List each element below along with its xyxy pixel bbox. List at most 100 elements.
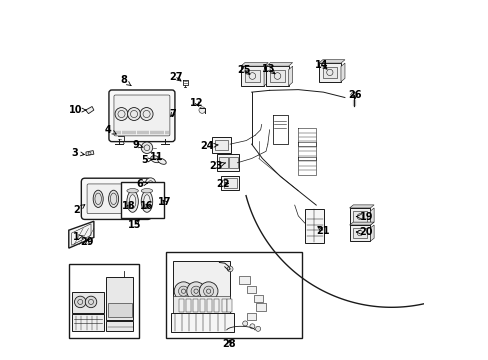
Text: 29: 29: [81, 237, 94, 247]
Text: 4: 4: [104, 125, 116, 135]
Text: 26: 26: [347, 90, 361, 100]
Ellipse shape: [141, 191, 152, 212]
Text: 15: 15: [128, 220, 142, 230]
FancyBboxPatch shape: [72, 314, 104, 331]
FancyBboxPatch shape: [114, 95, 169, 136]
Bar: [227, 299, 232, 312]
Bar: [172, 296, 230, 314]
Ellipse shape: [108, 190, 119, 207]
Text: 17: 17: [158, 197, 171, 207]
Bar: [214, 299, 219, 312]
FancyBboxPatch shape: [349, 225, 369, 241]
Circle shape: [249, 324, 254, 329]
Ellipse shape: [141, 189, 152, 193]
Bar: [352, 228, 366, 238]
FancyBboxPatch shape: [318, 63, 340, 82]
Bar: [165, 252, 301, 338]
Text: 27: 27: [168, 72, 182, 82]
Circle shape: [145, 178, 155, 188]
Text: 16: 16: [140, 201, 153, 211]
Bar: [304, 209, 324, 243]
Circle shape: [140, 108, 153, 121]
Bar: [247, 313, 256, 320]
Bar: [228, 157, 237, 168]
Ellipse shape: [126, 191, 138, 212]
Ellipse shape: [158, 158, 166, 164]
Circle shape: [141, 142, 152, 153]
Polygon shape: [340, 63, 344, 82]
Text: 19: 19: [356, 212, 372, 221]
Ellipse shape: [143, 195, 150, 208]
Circle shape: [85, 296, 97, 308]
Circle shape: [115, 108, 128, 121]
Circle shape: [203, 286, 213, 296]
Ellipse shape: [93, 190, 103, 207]
Polygon shape: [69, 221, 94, 248]
Bar: [221, 299, 226, 312]
Bar: [255, 303, 265, 311]
Bar: [69, 264, 139, 338]
Bar: [200, 299, 204, 312]
Circle shape: [242, 321, 247, 326]
Text: 6: 6: [136, 179, 147, 189]
Circle shape: [74, 296, 86, 308]
FancyBboxPatch shape: [81, 178, 151, 220]
Bar: [247, 286, 256, 293]
Bar: [244, 70, 260, 82]
Polygon shape: [266, 63, 292, 66]
Text: 14: 14: [314, 59, 327, 69]
FancyBboxPatch shape: [240, 66, 264, 86]
FancyBboxPatch shape: [87, 184, 145, 214]
Bar: [270, 70, 284, 82]
Circle shape: [255, 326, 260, 331]
Polygon shape: [86, 150, 94, 156]
Bar: [214, 140, 227, 150]
Text: 10: 10: [69, 105, 86, 115]
Polygon shape: [350, 92, 357, 97]
Polygon shape: [318, 60, 344, 63]
Bar: [219, 157, 227, 168]
Bar: [322, 67, 336, 78]
Text: 12: 12: [190, 98, 203, 108]
Bar: [107, 303, 132, 317]
Bar: [221, 176, 239, 190]
FancyBboxPatch shape: [349, 208, 369, 225]
Text: 11: 11: [150, 152, 163, 162]
Text: 8: 8: [120, 75, 131, 86]
Bar: [185, 299, 190, 312]
Circle shape: [199, 282, 218, 301]
Text: 23: 23: [209, 161, 225, 171]
Text: 9: 9: [132, 140, 143, 150]
Text: 24: 24: [200, 141, 218, 151]
Text: 20: 20: [356, 227, 372, 237]
Text: 5: 5: [141, 155, 152, 165]
Text: 1: 1: [72, 232, 83, 242]
FancyBboxPatch shape: [266, 66, 288, 86]
Bar: [254, 295, 263, 302]
Circle shape: [174, 282, 192, 301]
Bar: [352, 211, 366, 222]
Ellipse shape: [126, 189, 138, 193]
Ellipse shape: [150, 156, 160, 163]
Circle shape: [227, 266, 233, 272]
Text: 3: 3: [72, 148, 84, 158]
Circle shape: [186, 282, 205, 301]
FancyBboxPatch shape: [106, 321, 133, 331]
Text: 7: 7: [169, 109, 176, 119]
Bar: [217, 154, 239, 171]
Bar: [121, 182, 163, 218]
Bar: [223, 178, 236, 188]
Bar: [192, 299, 198, 312]
Circle shape: [127, 108, 140, 121]
Circle shape: [157, 195, 165, 203]
Text: 21: 21: [316, 226, 329, 236]
Text: 2: 2: [73, 204, 84, 216]
FancyBboxPatch shape: [109, 90, 175, 141]
Polygon shape: [264, 66, 268, 86]
Text: 18: 18: [122, 201, 136, 211]
Bar: [178, 299, 183, 312]
Text: 25: 25: [237, 64, 250, 75]
Circle shape: [199, 107, 205, 113]
Polygon shape: [349, 205, 373, 208]
FancyBboxPatch shape: [106, 277, 133, 320]
